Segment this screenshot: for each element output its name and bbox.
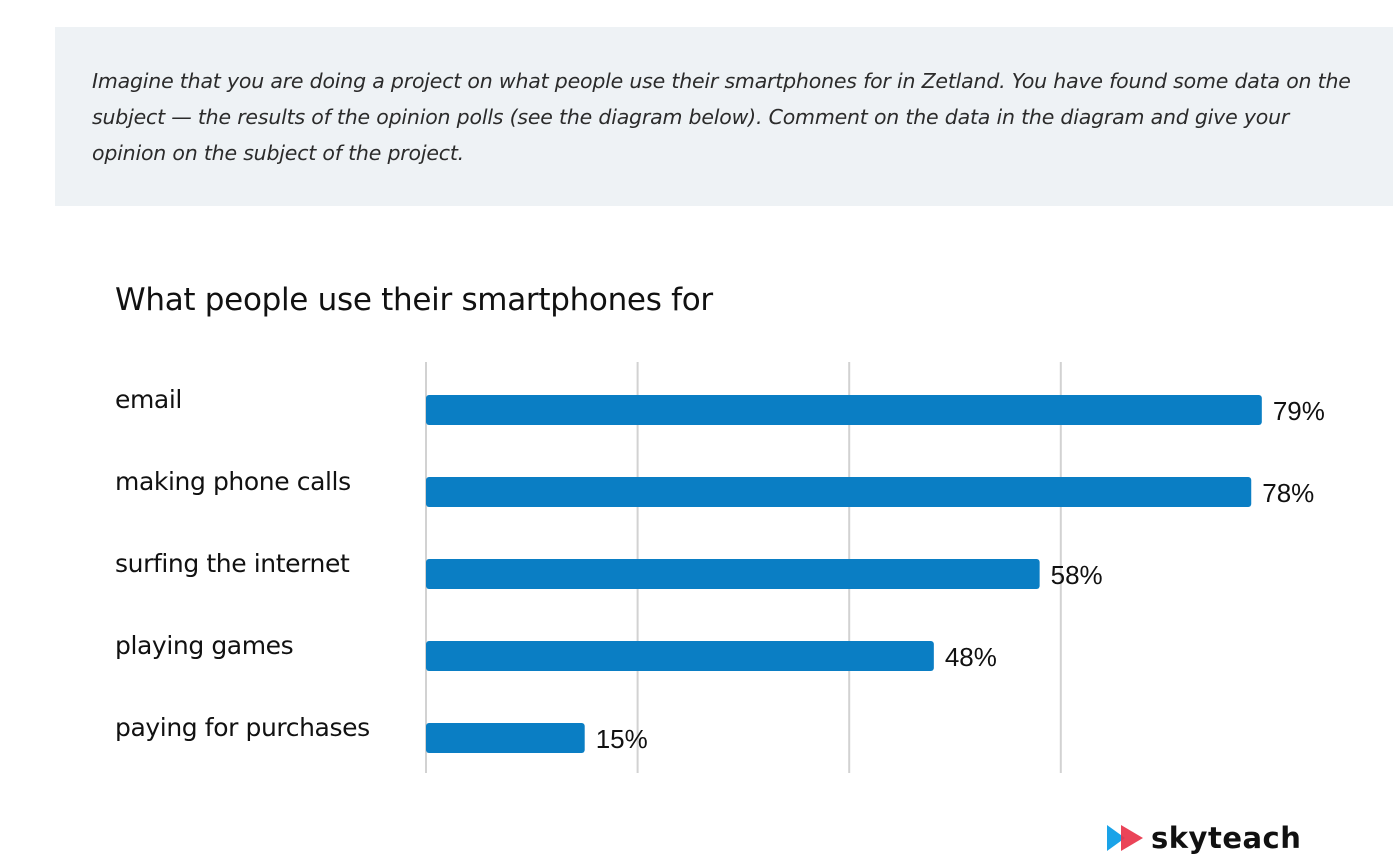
category-label: making phone calls — [115, 467, 351, 496]
skyteach-logo-icon — [1107, 825, 1143, 851]
chart-title: What people use their smartphones for — [115, 282, 713, 318]
category-label: surfing the internet — [115, 549, 350, 578]
task-text: Imagine that you are doing a project on … — [92, 69, 1351, 165]
brand: skyteach — [1105, 818, 1301, 858]
value-labels: 79% 78% 58% 48% 15% — [596, 396, 1325, 754]
bar-paying-for-purchases — [426, 723, 585, 753]
bar-making-phone-calls — [426, 477, 1252, 507]
value-label: 58% — [1051, 560, 1103, 590]
category-label: playing games — [115, 631, 293, 660]
value-label: 79% — [1273, 396, 1325, 426]
value-label: 78% — [1262, 478, 1314, 508]
bar-playing-games — [426, 641, 934, 671]
bar-email — [426, 395, 1262, 425]
task-box: Imagine that you are doing a project on … — [55, 27, 1393, 206]
bar-surfing-the-internet — [426, 559, 1040, 589]
value-label: 15% — [596, 724, 648, 754]
brand-name: skyteach — [1151, 821, 1302, 855]
category-label: email — [115, 385, 182, 414]
category-label: paying for purchases — [115, 713, 370, 742]
category-labels: email making phone calls surfing the inter… — [115, 385, 370, 742]
bars — [426, 395, 1262, 753]
value-label: 48% — [945, 642, 997, 672]
